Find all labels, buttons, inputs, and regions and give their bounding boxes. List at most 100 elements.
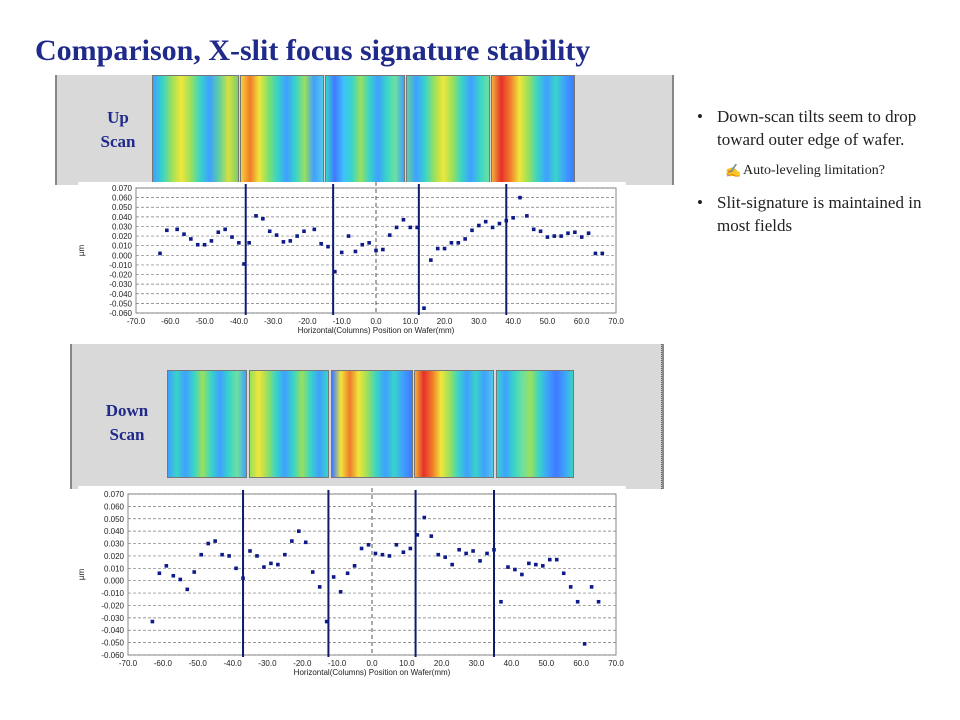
data-point <box>436 552 441 557</box>
data-point <box>359 546 364 551</box>
y-tick-label: 0.030 <box>104 540 125 549</box>
data-point <box>477 223 481 228</box>
y-tick-label: 0.010 <box>112 242 133 251</box>
data-point <box>490 225 495 230</box>
x-tick-label: 70.0 <box>608 317 624 326</box>
up-focus-map-1 <box>152 75 239 183</box>
data-point <box>319 241 323 246</box>
data-point <box>230 235 234 239</box>
note-item: Down-scan tilts seem to drop toward oute… <box>697 105 942 151</box>
x-tick-label: 60.0 <box>573 659 589 668</box>
y-tick-label: 0.050 <box>112 203 133 212</box>
x-tick-label: -30.0 <box>258 659 277 668</box>
data-point <box>478 559 482 563</box>
data-point <box>326 244 330 249</box>
data-point <box>435 246 440 251</box>
data-point <box>199 552 203 557</box>
up-scan-label-line2: Scan <box>100 132 136 151</box>
data-point <box>443 555 447 559</box>
data-point <box>241 576 245 581</box>
x-tick-label: -10.0 <box>328 659 347 668</box>
down-focus-map-1 <box>167 370 247 478</box>
up-scan-label: Up Scan <box>88 106 148 154</box>
up-scan-label-line1: Up <box>107 108 129 127</box>
page-title: Comparison, X-slit focus signature stabi… <box>35 34 591 67</box>
data-point <box>213 539 217 543</box>
down-focus-map-4 <box>414 370 494 478</box>
data-point <box>408 546 413 551</box>
y-tick-label: -0.040 <box>101 626 124 635</box>
data-point <box>290 539 294 543</box>
up-focus-map-2 <box>240 75 324 183</box>
data-point <box>394 542 399 547</box>
data-point <box>333 269 337 274</box>
x-tick-label: 60.0 <box>574 317 590 326</box>
data-point <box>492 547 496 552</box>
x-tick-label: -50.0 <box>189 659 208 668</box>
data-point <box>171 573 176 578</box>
data-point <box>506 565 510 569</box>
y-tick-label: 0.000 <box>112 251 133 260</box>
data-point <box>394 225 399 230</box>
data-point <box>310 570 315 574</box>
y-tick-label: 0.060 <box>112 194 133 203</box>
y-tick-label: 0.010 <box>104 564 125 573</box>
x-tick-label: -70.0 <box>119 659 138 668</box>
data-point <box>346 234 351 238</box>
data-point <box>415 225 419 230</box>
data-point <box>442 246 447 251</box>
data-point <box>596 599 601 604</box>
data-point <box>589 585 594 589</box>
x-tick-label: 30.0 <box>471 317 487 326</box>
data-point <box>559 234 563 238</box>
data-point <box>223 227 227 232</box>
data-point <box>157 571 162 576</box>
data-point <box>429 534 434 538</box>
x-tick-label: -10.0 <box>333 317 352 326</box>
up-focus-map-5 <box>491 75 575 183</box>
y-tick-label: -0.010 <box>101 589 124 598</box>
data-point <box>317 585 322 589</box>
data-point <box>449 241 454 245</box>
data-point <box>331 575 336 579</box>
x-tick-label: 50.0 <box>538 659 554 668</box>
x-tick-label: -50.0 <box>195 317 214 326</box>
data-point <box>237 241 241 245</box>
data-point <box>593 251 598 256</box>
x-tick-label: 20.0 <box>434 659 450 668</box>
data-point <box>429 258 433 262</box>
y-tick-label: -0.030 <box>101 614 124 623</box>
x-tick-label: -20.0 <box>293 659 312 668</box>
x-tick-label: 10.0 <box>399 659 415 668</box>
x-tick-label: 20.0 <box>437 317 453 326</box>
y-tick-label: 0.020 <box>112 232 133 241</box>
data-point <box>255 554 259 558</box>
wafer-edge-dashed-line <box>661 344 662 489</box>
data-point <box>470 228 474 233</box>
data-point <box>457 547 461 552</box>
data-point <box>269 561 273 566</box>
y-tick-label: -0.010 <box>109 261 132 270</box>
y-axis-label: µm <box>78 569 86 581</box>
data-point <box>261 216 265 221</box>
data-point <box>422 306 426 310</box>
y-tick-label: 0.070 <box>104 490 125 499</box>
data-point <box>158 251 162 256</box>
data-point <box>352 564 357 568</box>
notes: Down-scan tilts seem to drop toward oute… <box>697 105 942 247</box>
y-tick-label: 0.000 <box>104 577 125 586</box>
data-point <box>497 221 502 226</box>
data-point <box>288 239 293 243</box>
data-point <box>345 571 350 576</box>
down-focus-map-3 <box>331 370 413 478</box>
data-point <box>367 241 371 245</box>
data-point <box>387 554 392 558</box>
x-tick-label: 70.0 <box>608 659 624 668</box>
down-scan-label-line2: Scan <box>109 425 145 444</box>
data-point <box>312 227 317 232</box>
data-point <box>281 240 286 244</box>
data-point <box>164 564 169 568</box>
y-tick-label: -0.060 <box>109 309 132 318</box>
y-tick-label: 0.040 <box>112 213 133 222</box>
data-point <box>513 567 517 572</box>
